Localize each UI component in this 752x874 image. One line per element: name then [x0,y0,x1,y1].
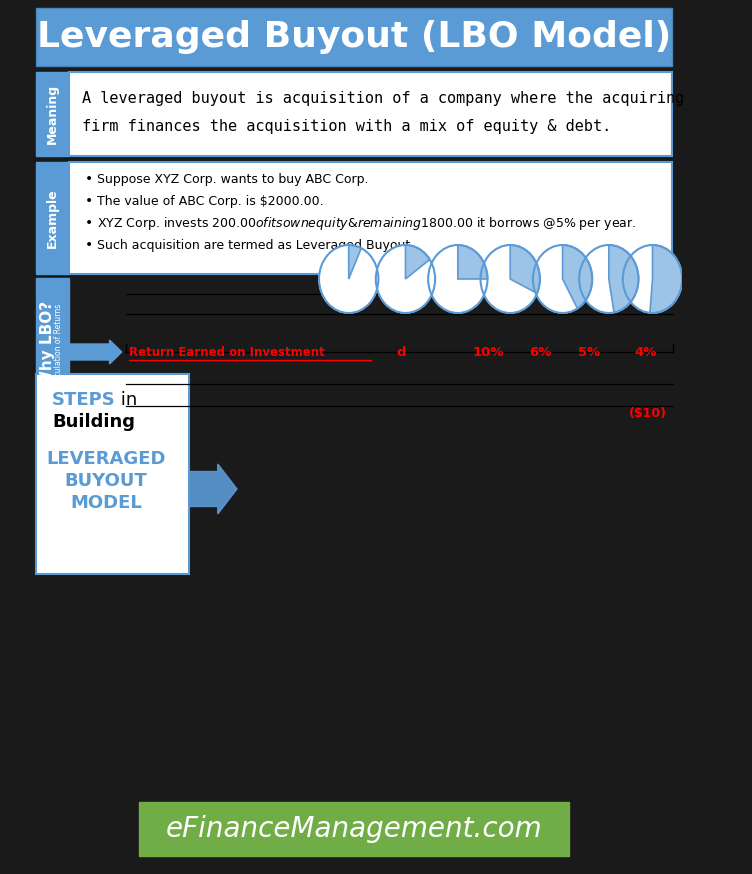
Text: 5%: 5% [578,345,600,358]
Circle shape [623,245,682,313]
Text: Return Earned on Investment: Return Earned on Investment [129,345,324,358]
Text: •: • [85,172,93,186]
Text: BUYOUT: BUYOUT [65,472,147,490]
Text: The calculation of Returns: The calculation of Returns [53,304,62,404]
Bar [69,72,672,156]
Circle shape [533,245,593,313]
Text: Such acquisition are termed as Leveraged Buyout.: Such acquisition are termed as Leveraged… [97,239,414,252]
Text: 10%: 10% [473,345,504,358]
Circle shape [376,245,435,313]
Text: Example: Example [47,188,59,248]
Bar [69,162,672,274]
Wedge shape [349,245,361,279]
Wedge shape [562,245,593,309]
Text: Leveraged Buyout (LBO Model): Leveraged Buyout (LBO Model) [37,20,671,54]
FancyArrow shape [69,340,122,364]
Text: •: • [85,238,93,252]
Bar [36,8,672,66]
Wedge shape [650,245,682,313]
Text: Meaning: Meaning [47,84,59,144]
Text: Building: Building [52,413,135,431]
Circle shape [481,245,540,313]
Wedge shape [458,245,487,279]
Bar [139,802,569,856]
Text: firm finances the acquisition with a mix of equity & debt.: firm finances the acquisition with a mix… [83,119,611,134]
Wedge shape [510,245,540,294]
Text: XYZ Corp. invests $200.00 of its own equity & remaining $1800.00 it borrows @5% : XYZ Corp. invests $200.00 of its own equ… [97,214,636,232]
Bar [36,162,69,274]
Text: MODEL: MODEL [70,494,142,512]
Text: •: • [85,216,93,230]
Text: Suppose XYZ Corp. wants to buy ABC Corp.: Suppose XYZ Corp. wants to buy ABC Corp. [97,172,368,185]
Wedge shape [405,245,429,279]
Text: eFinanceManagement.com: eFinanceManagement.com [165,815,542,843]
Circle shape [428,245,487,313]
Text: ($10): ($10) [629,407,667,420]
Text: A leveraged buyout is acquisition of a company where the acquiring: A leveraged buyout is acquisition of a c… [83,92,685,107]
Text: in: in [115,391,137,409]
Text: STEPS: STEPS [52,391,116,409]
Wedge shape [609,245,638,313]
Text: LEVERAGED: LEVERAGED [47,450,165,468]
Circle shape [319,245,378,313]
Text: •: • [85,194,93,208]
Text: d: d [396,345,406,358]
Text: 4%: 4% [635,345,656,358]
Text: 6%: 6% [529,345,552,358]
Bar [36,374,189,574]
Text: Why LBO?: Why LBO? [40,301,55,387]
Circle shape [579,245,638,313]
Text: The value of ABC Corp. is $2000.00.: The value of ABC Corp. is $2000.00. [97,195,324,207]
Bar [36,278,69,426]
FancyArrow shape [189,464,237,514]
Bar [36,72,69,156]
